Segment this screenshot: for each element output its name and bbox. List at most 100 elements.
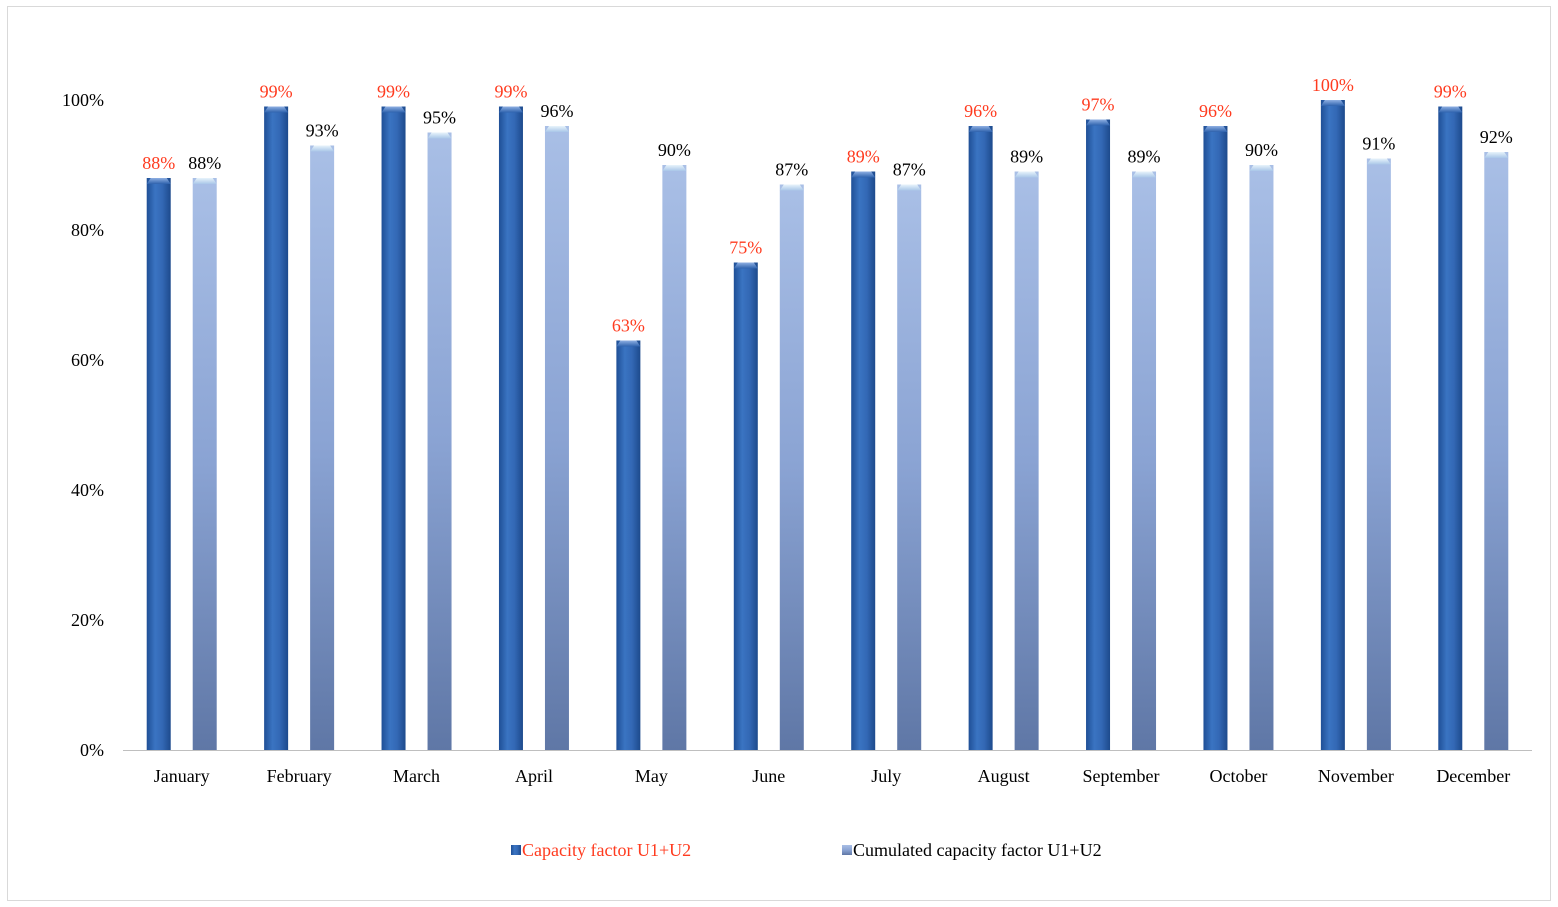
data-label-series-2: 88% (188, 153, 221, 173)
bar-series-2 (897, 184, 922, 750)
bar-cap-series-2 (779, 184, 804, 191)
bar-series-2 (779, 184, 804, 750)
bar-cap-series-1 (1438, 106, 1463, 113)
data-label-series-1: 96% (964, 101, 997, 121)
data-label-series-1: 99% (1434, 82, 1467, 102)
data-label-series-2: 90% (658, 140, 691, 160)
data-label-series-1: 89% (847, 147, 880, 167)
x-tick-label: June (752, 766, 785, 786)
bar-series-1 (968, 126, 993, 750)
bar-series-2 (1249, 165, 1274, 750)
bar-cap-series-2 (544, 126, 569, 132)
legend-label-series-1: Capacity factor U1+U2 (522, 840, 691, 860)
bar-cap-series-1 (381, 106, 406, 113)
data-label-series-1: 97% (1082, 95, 1115, 115)
bar-series-1 (733, 262, 758, 750)
data-label-series-2: 89% (1128, 147, 1161, 167)
bar-series-1 (498, 106, 523, 750)
bar-cap-series-2 (1014, 171, 1039, 178)
x-tick-label: May (635, 766, 668, 786)
data-label-series-1: 99% (377, 82, 410, 102)
data-label-series-2: 95% (423, 108, 456, 128)
bar-cap-series-2 (427, 132, 452, 139)
bar-cap-series-2 (192, 178, 217, 184)
bar-series-1 (1203, 126, 1228, 750)
bar-cap-series-1 (616, 340, 641, 347)
data-label-series-2: 96% (540, 101, 573, 121)
data-label-series-1: 100% (1312, 75, 1354, 95)
bar-series-2 (427, 132, 452, 750)
y-tick-label: 100% (62, 90, 104, 110)
bar-series-1 (1086, 119, 1111, 750)
bar-series-1 (381, 106, 406, 750)
x-tick-label: July (871, 766, 901, 786)
data-label-series-1: 96% (1199, 101, 1232, 121)
y-tick-label: 80% (71, 220, 104, 240)
bar-series-1 (616, 340, 641, 750)
bar-series-2 (310, 145, 335, 750)
data-label-series-2: 92% (1480, 127, 1513, 147)
data-label-series-1: 63% (612, 316, 645, 336)
y-tick-label: 20% (71, 610, 104, 630)
bar-cap-series-2 (1366, 158, 1391, 165)
bar-cap-series-1 (146, 178, 171, 184)
legend: Capacity factor U1+U2 Cumulated capacity … (511, 840, 1102, 860)
legend-swatch-series-2 (842, 845, 852, 855)
bar-series-1 (264, 106, 289, 750)
bar-series-2 (192, 178, 217, 750)
data-label-series-2: 87% (893, 160, 926, 180)
bar-series-2 (1484, 152, 1509, 750)
bar-series-2 (1132, 171, 1157, 750)
bar-cap-series-2 (662, 165, 687, 171)
data-label-series-2: 89% (1010, 147, 1043, 167)
data-label-series-2: 90% (1245, 140, 1278, 160)
x-tick-label: March (393, 766, 440, 786)
data-label-series-2: 87% (775, 160, 808, 180)
x-tick-label: December (1436, 766, 1510, 786)
bars (146, 100, 1509, 750)
x-tick-label: February (267, 766, 332, 786)
legend-swatch-series-1 (511, 845, 521, 855)
x-tick-label: September (1083, 766, 1160, 786)
data-label-series-1: 99% (494, 82, 527, 102)
bar-cap-series-1 (733, 262, 758, 269)
bar-cap-series-1 (968, 126, 993, 132)
y-axis: 0% 20% 40% 60% 80% 100% (62, 90, 104, 760)
data-label-series-2: 91% (1362, 134, 1395, 154)
x-axis: January February March April May June July Augu… (123, 750, 1532, 786)
bar-series-2 (1014, 171, 1039, 750)
bar-cap-series-2 (1132, 171, 1157, 178)
x-tick-label: April (515, 766, 553, 786)
x-tick-label: November (1318, 766, 1394, 786)
bar-cap-series-1 (1203, 126, 1228, 132)
bar-cap-series-1 (264, 106, 289, 113)
y-tick-label: 40% (71, 480, 104, 500)
x-tick-label: August (978, 766, 1030, 786)
bar-cap-series-1 (851, 171, 876, 178)
data-label-series-1: 75% (729, 238, 762, 258)
bar-cap-series-1 (1320, 100, 1345, 106)
bar-series-1 (851, 171, 876, 750)
bar-cap-series-2 (1484, 152, 1509, 158)
data-label-series-1: 99% (260, 82, 293, 102)
bar-cap-series-1 (1086, 119, 1111, 126)
bar-series-2 (662, 165, 687, 750)
bar-series-1 (1320, 100, 1345, 750)
legend-label-series-2: Cumulated capacity factor U1+U2 (853, 840, 1102, 860)
bar-cap-series-2 (897, 184, 922, 191)
data-label-series-1: 88% (142, 153, 175, 173)
bar-cap-series-1 (498, 106, 523, 113)
data-label-series-2: 93% (306, 121, 339, 141)
bar-series-2 (1366, 158, 1391, 750)
bar-series-1 (1438, 106, 1463, 750)
bar-series-1 (146, 178, 171, 750)
y-tick-label: 60% (71, 350, 104, 370)
x-tick-label: October (1209, 766, 1267, 786)
bar-cap-series-2 (310, 145, 335, 152)
y-tick-label: 0% (80, 740, 104, 760)
data-labels: 88% 99% 99% 99% 63% 75% 89% 96% 97% 96% 100% 99% 88%… (142, 75, 1513, 336)
bar-series-2 (544, 126, 569, 750)
bar-cap-series-2 (1249, 165, 1274, 171)
x-tick-label: January (154, 766, 210, 786)
